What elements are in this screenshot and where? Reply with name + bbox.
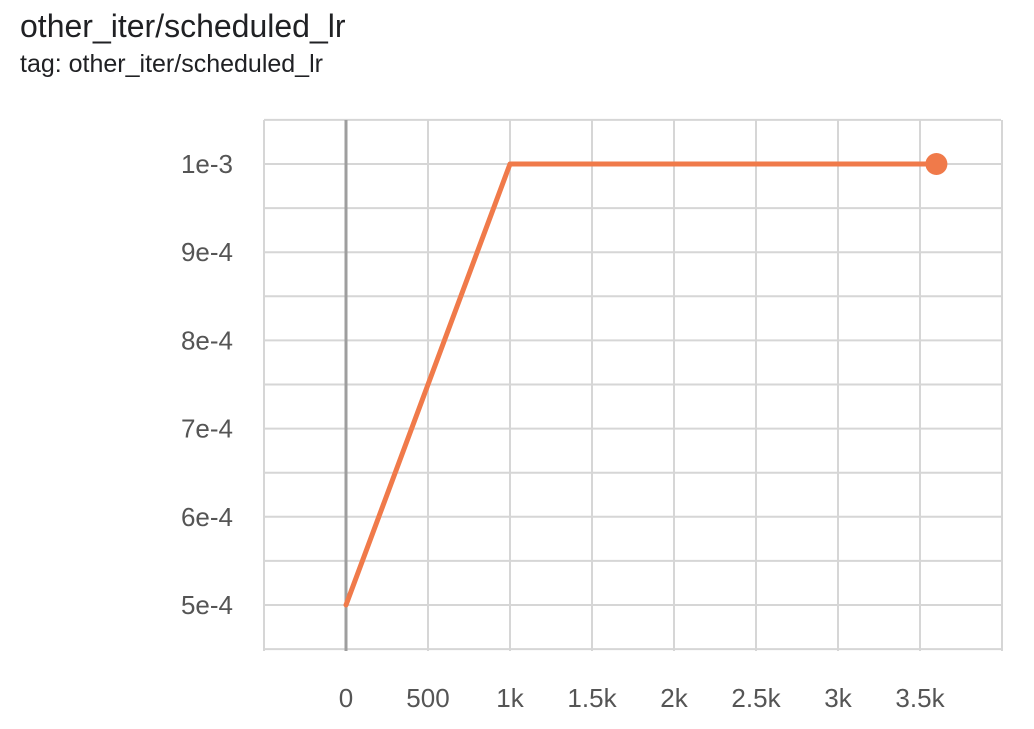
x-tick-label: 500 — [406, 683, 449, 713]
grid — [263, 118, 1003, 651]
x-tick-label: 3.5k — [895, 683, 945, 713]
chart-title: other_iter/scheduled_lr — [20, 8, 346, 44]
x-tick-label: 0 — [339, 683, 353, 713]
y-tick-label: 8e-4 — [181, 325, 233, 355]
x-tick-label: 1k — [496, 683, 524, 713]
y-tick-label: 7e-4 — [181, 414, 233, 444]
y-tick-label: 1e-3 — [181, 149, 233, 179]
chart-tag: tag: other_iter/scheduled_lr — [20, 50, 323, 78]
x-tick-label: 2k — [660, 683, 688, 713]
tick-labels: 0 500 1k 1.5k 2k 2.5k 3k 3.5k 5e-4 6e-4 7e-4 8e-4 9e… — [181, 149, 946, 713]
y-tick-label: 5e-4 — [181, 590, 233, 620]
series-endpoint — [925, 153, 948, 175]
card-header: other_iter/scheduled_lr tag: other_iter/… — [20, 4, 346, 80]
series-layer — [343, 153, 948, 608]
x-tick-label: 1.5k — [567, 683, 617, 713]
y-tick-label: 6e-4 — [181, 502, 233, 532]
x-tick-label: 2.5k — [731, 683, 781, 713]
y-tick-label: 9e-4 — [181, 237, 233, 267]
x-tick-label: 3k — [824, 683, 852, 713]
series-line — [343, 161, 939, 608]
